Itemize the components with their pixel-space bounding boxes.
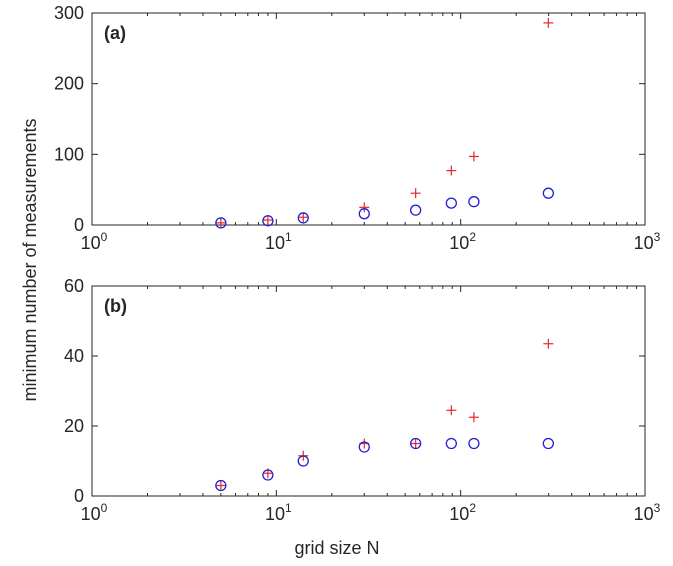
circle-marker — [262, 215, 274, 227]
plus-marker — [262, 215, 273, 226]
circle-marker — [468, 437, 480, 450]
plus-marker — [446, 405, 457, 416]
plus-marker — [215, 480, 226, 491]
plus-marker — [359, 202, 370, 213]
panel-label-b: (b) — [104, 296, 127, 316]
circle-marker — [297, 212, 309, 224]
plus-marker — [543, 338, 554, 349]
plus-marker — [446, 165, 457, 176]
x-tick-label: 103 — [634, 501, 661, 524]
panel-label-a: (a) — [104, 23, 126, 43]
circle-marker — [358, 208, 370, 220]
x-tick-label: 101 — [265, 501, 292, 524]
circle-marker — [410, 437, 422, 450]
plus-marker — [468, 151, 479, 162]
x-tick-label: 102 — [449, 230, 476, 253]
circle-marker — [445, 197, 457, 209]
y-axis-label: minimum number of measurements — [20, 118, 40, 401]
panel-b: 100 101 102 103 0 20 40 60 (b) — [64, 276, 661, 524]
y-tick-label: 200 — [54, 74, 84, 94]
circle-marker — [468, 196, 480, 208]
x-axis-label: grid size N — [294, 538, 379, 558]
y-tick-label: 100 — [54, 144, 84, 164]
plus-marker — [543, 17, 554, 28]
y-tick-label: 300 — [54, 3, 84, 23]
y-tick-label: 0 — [74, 215, 84, 235]
axes-box-a — [91, 12, 646, 226]
circle-marker — [262, 469, 274, 481]
circle-marker — [215, 479, 227, 492]
circle-marker — [297, 455, 309, 467]
circle-marker — [358, 441, 370, 453]
plus-marker — [215, 217, 226, 228]
circle-marker — [542, 437, 554, 450]
x-tick-label: 103 — [634, 230, 661, 253]
x-tick-label: 100 — [81, 501, 108, 524]
axes-box-b — [91, 285, 646, 497]
circle-marker — [215, 217, 227, 229]
plus-marker — [298, 212, 309, 223]
circle-marker — [542, 187, 554, 199]
y-tick-label: 40 — [64, 346, 84, 366]
x-tick-label: 101 — [265, 230, 292, 253]
x-tick-label: 102 — [449, 501, 476, 524]
plus-marker — [410, 438, 421, 449]
y-tick-label: 0 — [74, 486, 84, 506]
y-tick-label: 60 — [64, 276, 84, 296]
plus-marker — [410, 188, 421, 199]
y-tick-label: 20 — [64, 416, 84, 436]
plus-marker — [468, 412, 479, 423]
circle-marker — [410, 204, 422, 216]
x-tick-label: 100 — [81, 230, 108, 253]
circle-marker — [445, 437, 457, 450]
